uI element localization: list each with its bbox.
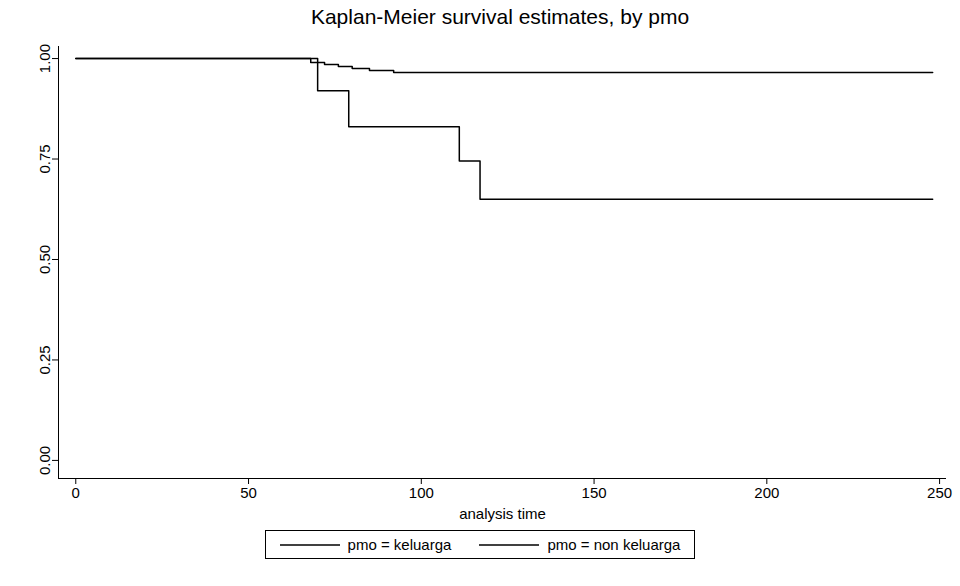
- svg-text:100: 100: [409, 484, 434, 501]
- svg-text:250: 250: [927, 484, 952, 501]
- svg-text:0: 0: [72, 484, 80, 501]
- svg-text:analysis time: analysis time: [459, 505, 546, 522]
- svg-text:0.25: 0.25: [36, 345, 53, 374]
- svg-text:0.00: 0.00: [36, 446, 53, 475]
- html-text:pmo = non keluarga: pmo = non keluarga: [547, 536, 681, 553]
- svg-text:0.75: 0.75: [36, 144, 53, 173]
- html-text:pmo = keluarga: pmo = keluarga: [347, 536, 452, 553]
- svg-text:1.00: 1.00: [36, 44, 53, 73]
- svg-text:200: 200: [754, 484, 779, 501]
- html-text:Kaplan-Meier survival estimate: Kaplan-Meier survival estimates, by pmo: [310, 5, 690, 28]
- svg-text:150: 150: [582, 484, 607, 501]
- svg-text:50: 50: [240, 484, 257, 501]
- svg-text:0.50: 0.50: [36, 245, 53, 274]
